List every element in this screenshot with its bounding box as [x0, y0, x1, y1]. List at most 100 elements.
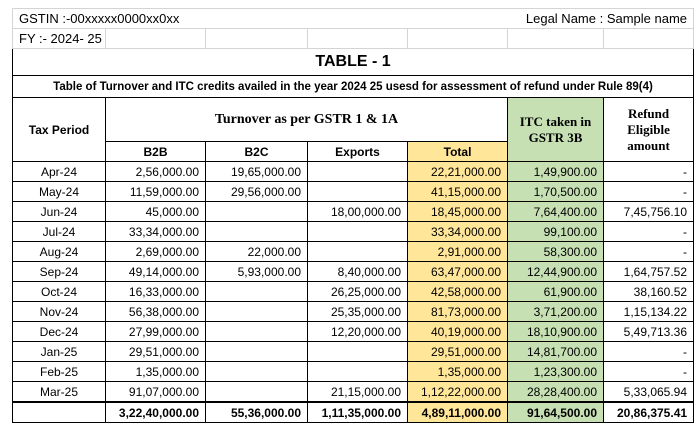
cell: 99,100.00 — [507, 221, 605, 242]
cell — [12, 401, 106, 423]
header-cell: ITC taken in GSTR 3B — [507, 97, 605, 162]
cell — [204, 301, 309, 322]
cell — [307, 181, 409, 202]
cell: 40,19,000.00 — [407, 321, 509, 342]
table-row: Sep-24 49,14,000.00 5,93,000.00 8,40,000.00… — [12, 261, 695, 282]
cell: 29,56,000.00 — [204, 181, 309, 202]
cell: Sep-24 — [12, 261, 106, 282]
cell: 91,07,000.00 — [105, 381, 206, 403]
cell: 5,93,000.00 — [204, 261, 309, 282]
header-cell: Turnover as per GSTR 1 & 1A — [104, 97, 509, 142]
cell: 18,10,900.00 — [507, 321, 605, 342]
cell: 1,35,000.00 — [407, 361, 509, 382]
cell — [307, 161, 409, 182]
table-row: May-24 11,59,000.00 29,56,000.00 41,15,000.… — [12, 181, 695, 202]
cell: 58,300.00 — [507, 241, 605, 262]
cell: - — [603, 181, 695, 202]
cell: 27,99,000.00 — [105, 321, 206, 342]
cell: 3,22,40,000.00 — [105, 401, 206, 423]
cell: 22,000.00 — [204, 241, 309, 262]
cell — [204, 321, 309, 342]
cell: 63,47,000.00 — [407, 261, 509, 282]
table-row: Jun-24 45,000.00 18,00,000.00 18,45,000.00 7… — [12, 201, 695, 222]
table-row: Dec-24 27,99,000.00 12,20,000.00 40,19,000.… — [12, 321, 695, 342]
table-row: Nov-24 56,38,000.00 25,35,000.00 81,73,000.… — [12, 301, 695, 322]
cell: 1,12,22,000.00 — [407, 381, 509, 403]
cell: 49,14,000.00 — [105, 261, 206, 282]
cell: 3,71,200.00 — [507, 301, 605, 322]
cell: 1,11,35,000.00 — [307, 401, 409, 423]
cell: 7,64,400.00 — [507, 201, 605, 222]
fy: FY :- 2024- 25 — [12, 28, 106, 49]
cell: - — [603, 241, 695, 262]
cell: 1,15,134.22 — [603, 301, 695, 322]
cell: - — [603, 161, 695, 182]
cell — [204, 341, 309, 362]
cell: 33,34,000.00 — [105, 221, 206, 242]
cell: Feb-25 — [12, 361, 106, 382]
header-cell: Refund Eligible amount — [603, 97, 695, 162]
cell — [204, 361, 309, 382]
cell: May-24 — [12, 181, 106, 202]
cell: Jun-24 — [12, 201, 106, 222]
cell — [307, 341, 409, 362]
cell: 45,000.00 — [105, 201, 206, 222]
cell: 5,49,713.36 — [603, 321, 695, 342]
cell: 29,51,000.00 — [407, 341, 509, 362]
cell: 55,36,000.00 — [204, 401, 309, 423]
cell — [307, 241, 409, 262]
spreadsheet: GSTIN :-00xxxxx0000xx0xx Legal Name : Sam… — [11, 8, 695, 423]
cell: 81,73,000.00 — [407, 301, 509, 322]
cell: 16,33,000.00 — [105, 281, 206, 302]
cell: Oct-24 — [12, 281, 106, 302]
cell: 2,56,000.00 — [105, 161, 206, 182]
header-cell: Tax Period — [12, 97, 106, 162]
header-cell: B2C — [204, 141, 309, 162]
table-row: Oct-24 16,33,000.00 26,25,000.00 42,58,000.… — [12, 281, 695, 302]
cell: 21,15,000.00 — [307, 381, 409, 403]
table-row: Mar-25 91,07,000.00 21,15,000.00 1,12,22,00… — [12, 381, 695, 403]
table-row: Apr-24 2,56,000.00 19,65,000.00 22,21,000.0… — [12, 161, 695, 182]
header-cell: Exports — [307, 141, 409, 162]
cell: 1,49,900.00 — [507, 161, 605, 182]
cell: 29,51,000.00 — [105, 341, 206, 362]
cell: 56,38,000.00 — [105, 301, 206, 322]
cell — [307, 361, 409, 382]
cell — [307, 221, 409, 242]
cell — [204, 281, 309, 302]
cell: 2,91,000.00 — [407, 241, 509, 262]
cell: Jul-24 — [12, 221, 106, 242]
cell: Jan-25 — [12, 341, 106, 362]
cell: Mar-25 — [12, 381, 106, 403]
header-cell: Total — [407, 141, 509, 162]
cell: 61,900.00 — [507, 281, 605, 302]
cell: 8,40,000.00 — [307, 261, 409, 282]
cell: 41,15,000.00 — [407, 181, 509, 202]
table-subtitle: Table of Turnover and ITC credits availe… — [11, 75, 695, 98]
cell: Aug-24 — [12, 241, 106, 262]
gstin: GSTIN :-00xxxxx0000xx0xx — [11, 8, 308, 29]
cell: 1,23,300.00 — [507, 361, 605, 382]
legal-name: Legal Name : Sample name — [307, 8, 695, 29]
header-cell: B2B — [105, 141, 206, 162]
cell: 1,64,757.52 — [603, 261, 695, 282]
cell: - — [603, 341, 695, 362]
cell: 38,160.52 — [603, 281, 695, 302]
cell: 4,89,11,000.00 — [407, 401, 509, 423]
cell: 26,25,000.00 — [307, 281, 409, 302]
table-row: Jan-25 29,51,000.00 29,51,000.00 14,81,700.… — [12, 341, 695, 362]
cell — [204, 381, 309, 403]
cell: 12,44,900.00 — [507, 261, 605, 282]
table-row: Feb-25 1,35,000.00 1,35,000.00 1,23,300.00- — [12, 361, 695, 382]
cell: 14,81,700.00 — [507, 341, 605, 362]
cell: 11,59,000.00 — [105, 181, 206, 202]
cell: 28,28,400.00 — [507, 381, 605, 403]
cell: 25,35,000.00 — [307, 301, 409, 322]
cell: 91,64,500.00 — [507, 401, 605, 423]
table-row: 3,22,40,000.00 55,36,000.00 1,11,35,000.00… — [12, 401, 695, 423]
table-row: Jul-24 33,34,000.00 33,34,000.00 99,100.00- — [12, 221, 695, 242]
cell: Dec-24 — [12, 321, 106, 342]
cell: 5,33,065.94 — [603, 381, 695, 403]
table-title: TABLE - 1 — [11, 48, 695, 76]
